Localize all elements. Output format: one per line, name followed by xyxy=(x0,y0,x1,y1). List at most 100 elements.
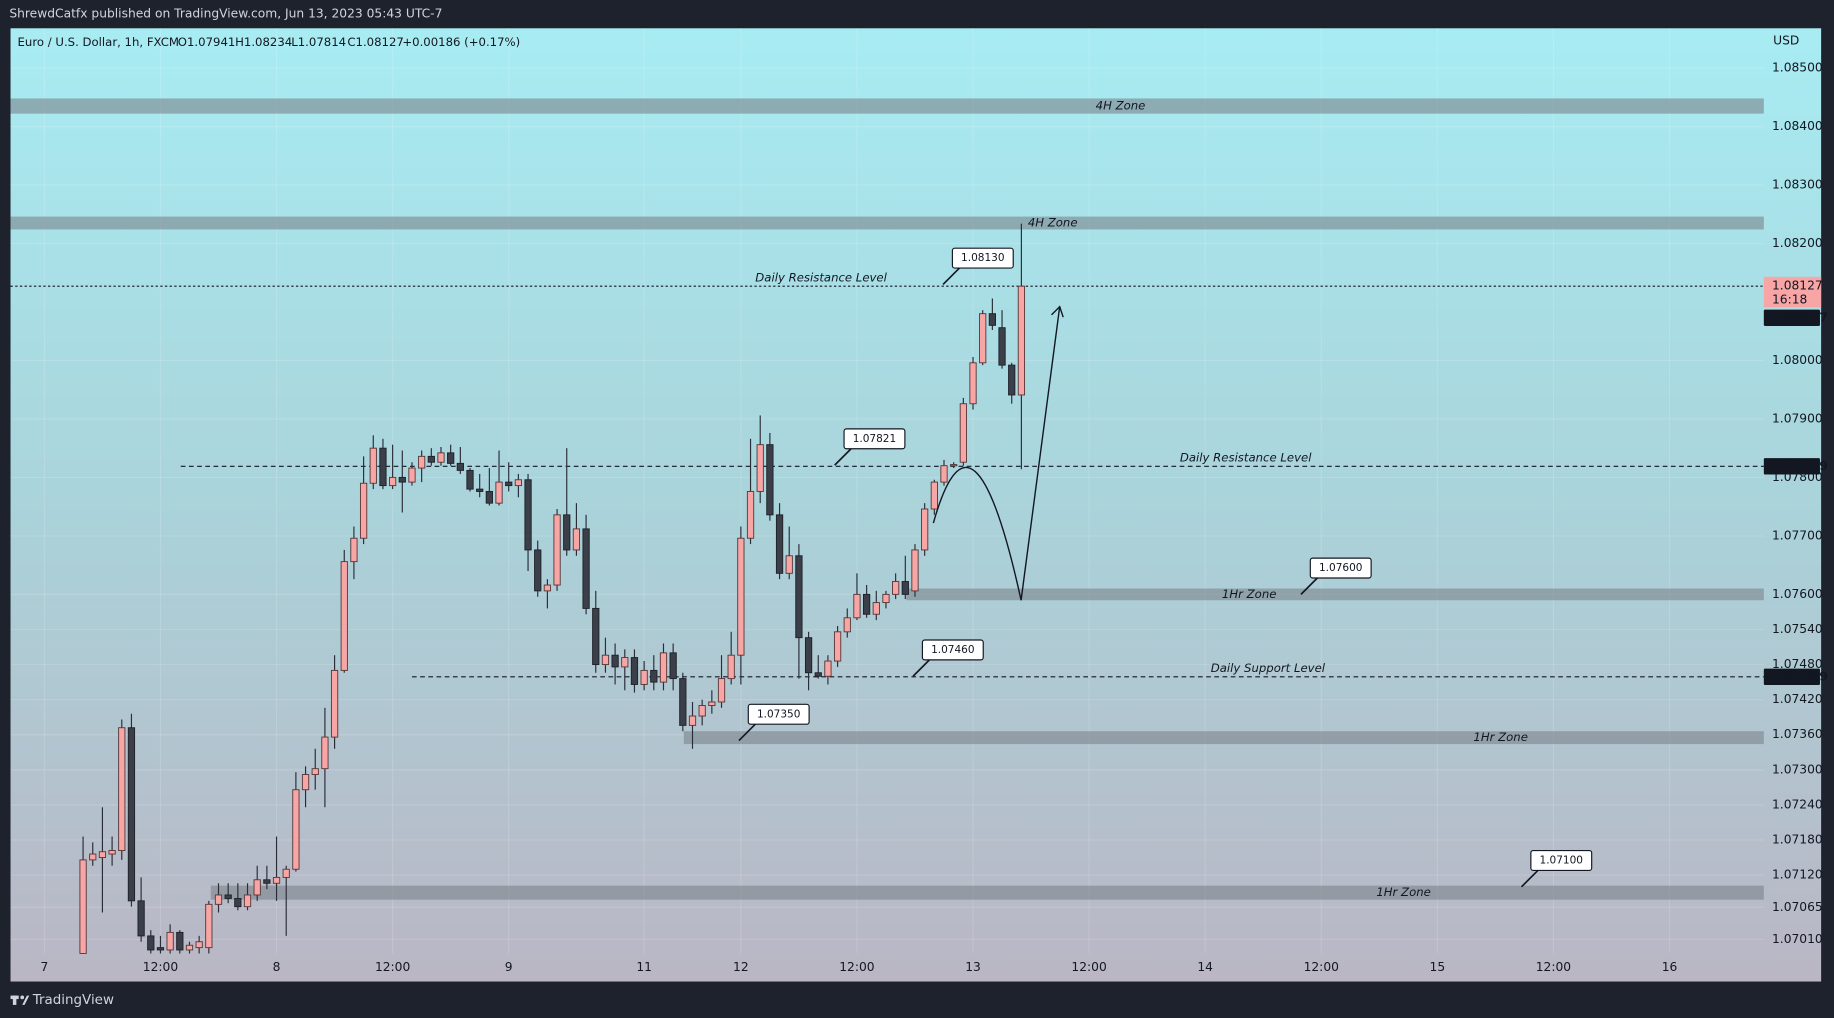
change: +0.00186 (+0.17%) xyxy=(402,35,520,49)
candle-body xyxy=(621,657,629,668)
candle-body xyxy=(427,455,435,463)
candle-body xyxy=(669,652,677,680)
callout-label: 1.08130 xyxy=(961,252,1005,264)
candle-body xyxy=(89,853,97,861)
y-tick-label: 1.07300 xyxy=(1772,762,1823,776)
currency: USD xyxy=(1773,34,1799,48)
candle-body xyxy=(843,617,851,633)
candle-body xyxy=(176,931,184,951)
x-tick-label: 8 xyxy=(273,960,281,974)
zone-label: 4H Zone xyxy=(1028,216,1078,230)
x-tick-label: 16 xyxy=(1662,960,1678,974)
candle-body xyxy=(882,593,890,604)
y-tick-label: 1.07180 xyxy=(1772,833,1823,847)
candle-body xyxy=(659,652,668,683)
candle-body xyxy=(640,669,648,685)
candle-body xyxy=(301,774,310,791)
candle-body xyxy=(698,705,706,717)
y-tick-label: 1.08000 xyxy=(1772,353,1823,367)
price-line-label: Daily Support Level xyxy=(1211,661,1326,675)
candle-body xyxy=(959,403,967,463)
candle-body xyxy=(166,931,174,951)
candle-body xyxy=(950,464,958,467)
callout-box xyxy=(921,639,984,661)
grid xyxy=(10,28,1764,954)
y-tick-label: 1.07480 xyxy=(1772,657,1823,671)
candle-body xyxy=(534,549,542,592)
callout-box xyxy=(747,703,810,725)
axes: 1.08500 1.08400 1.08300 1.08200 1.08000 1.079… xyxy=(40,61,1827,974)
x-tick-label: 9 xyxy=(505,960,513,974)
ohlc-low: L1.07814 xyxy=(291,35,346,49)
candle-body xyxy=(921,508,929,551)
candle-body xyxy=(118,727,126,852)
x-tick-label: 12:00 xyxy=(839,960,874,974)
candle-body xyxy=(572,528,581,551)
y-tick-label: 1.07600 xyxy=(1772,587,1823,601)
candle-body xyxy=(292,789,300,870)
countdown: 16:18 xyxy=(1772,293,1807,307)
callout-label: 1.07821 xyxy=(853,433,897,445)
y-tick-label: 1.07540 xyxy=(1772,622,1823,636)
y-tick-label: 1.07700 xyxy=(1772,528,1823,542)
x-tick-label: 13 xyxy=(965,960,981,974)
candle-body xyxy=(833,631,842,662)
candle-body xyxy=(350,537,358,563)
candle-body xyxy=(756,444,764,492)
candle-body xyxy=(553,514,561,586)
candle-body xyxy=(98,851,107,859)
zone xyxy=(906,588,1764,601)
callout-label: 1.07600 xyxy=(1319,562,1363,574)
candle-body xyxy=(485,490,493,504)
y-tick-label: 1.08200 xyxy=(1772,236,1823,250)
candle-body xyxy=(940,465,948,483)
candle-body xyxy=(456,462,464,471)
candle-body xyxy=(388,476,397,487)
candle-body xyxy=(418,455,426,469)
ohlc-open: O1.07941 xyxy=(178,35,236,49)
candle-body xyxy=(911,549,919,592)
y-tick-label: 1.07240 xyxy=(1772,797,1823,811)
callout-pointer xyxy=(942,267,960,286)
candle-body xyxy=(495,481,503,504)
candle-body xyxy=(214,894,223,905)
x-tick-label: 12:00 xyxy=(1304,960,1339,974)
candle-body xyxy=(746,490,755,539)
callout-box xyxy=(1530,849,1593,872)
candle-body xyxy=(766,444,774,516)
candle-body xyxy=(234,898,242,908)
candle-body xyxy=(727,654,735,680)
candle-body xyxy=(862,593,871,615)
candle-body xyxy=(156,947,165,951)
line-value-label: 1.07459 xyxy=(1772,669,1828,683)
candle-body xyxy=(185,944,194,951)
candle-body xyxy=(795,555,803,639)
candle-body xyxy=(379,447,387,487)
callout-pointer xyxy=(1300,577,1318,595)
symbol: Euro / U.S. Dollar, 1h, FXCM xyxy=(18,35,179,49)
candle-body xyxy=(205,903,213,949)
zone-label: 4H Zone xyxy=(1096,99,1146,113)
candle-body xyxy=(321,736,329,770)
callout-box xyxy=(951,247,1014,269)
candle-body xyxy=(127,727,136,902)
last-price-tag xyxy=(1763,276,1822,308)
candle-body xyxy=(688,715,697,726)
callout-pointer xyxy=(738,723,756,742)
candle-body xyxy=(137,900,145,937)
candle-body xyxy=(408,467,416,483)
zone xyxy=(683,731,1764,745)
candle-body xyxy=(988,313,996,326)
x-tick-label: 12:00 xyxy=(1071,960,1106,974)
x-tick-label: 12:00 xyxy=(143,960,178,974)
price-line-label: Daily Resistance Level xyxy=(1180,451,1312,465)
zone-label: 1Hr Zone xyxy=(1222,587,1277,601)
candle-body xyxy=(224,894,232,899)
candle-body xyxy=(437,452,445,463)
price-line-label: Daily Resistance Level xyxy=(755,270,887,284)
x-tick-label: 12:00 xyxy=(375,960,410,974)
candle-body xyxy=(369,447,377,484)
candle-body xyxy=(514,479,523,487)
brand: TradingView xyxy=(32,993,114,1008)
